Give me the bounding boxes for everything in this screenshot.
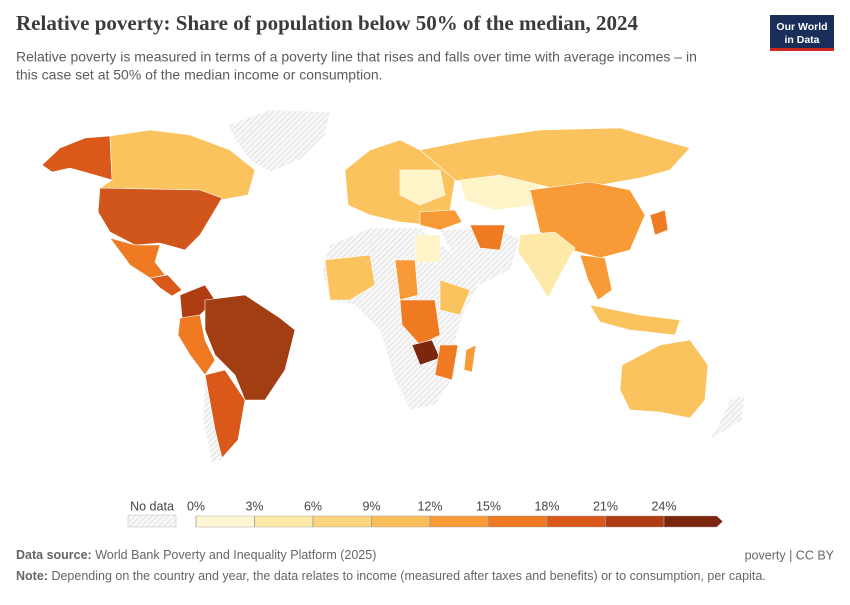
egypt[interactable] (414, 234, 441, 263)
chile[interactable] (202, 374, 223, 463)
ethiopia[interactable] (439, 279, 471, 316)
mozambique[interactable] (434, 344, 459, 381)
note-text: Depending on the country and year, the d… (51, 569, 765, 583)
source: Data source: World Bank Poverty and Ineq… (16, 548, 376, 562)
brazil[interactable] (204, 294, 296, 401)
west-africa[interactable] (324, 254, 376, 301)
title: Relative poverty: Share of population be… (16, 11, 639, 35)
legend-swatch (605, 515, 665, 528)
subtitle: Relative poverty is measured in terms of… (16, 49, 697, 65)
logo-text: Our World (776, 21, 827, 33)
source-label: Data source: (16, 548, 92, 562)
australia[interactable] (619, 339, 709, 419)
usa[interactable] (97, 187, 223, 251)
legend-swatch (195, 515, 255, 528)
world-map (41, 109, 746, 463)
subtitle: this case set at 50% of the median incom… (16, 67, 383, 83)
legend-tick-label: 3% (245, 499, 263, 513)
legend-tick-label: 9% (362, 499, 380, 513)
peru[interactable] (177, 314, 216, 376)
chad[interactable] (394, 259, 419, 301)
logo-text: in Data (784, 34, 819, 46)
legend-tick-label: 6% (304, 499, 322, 513)
japan[interactable] (649, 209, 669, 236)
drc[interactable] (399, 299, 441, 346)
legend-swatch (312, 515, 372, 528)
alaska[interactable] (41, 135, 113, 181)
legend-tick-label: 18% (534, 499, 559, 513)
legend-swatch (429, 515, 489, 528)
logo-underline (770, 48, 834, 51)
logo-box (770, 15, 834, 50)
legend-tick-label: 24% (651, 499, 676, 513)
canada[interactable] (99, 129, 256, 201)
legend-swatch (371, 515, 431, 528)
source-text: World Bank Poverty and Inequality Platfo… (95, 548, 376, 562)
legend-swatch (663, 515, 723, 528)
no-data-label: No data (130, 499, 174, 513)
iran[interactable] (469, 224, 506, 251)
legend-swatch (488, 515, 548, 528)
madagascar[interactable] (463, 344, 477, 373)
turkey[interactable] (419, 209, 463, 231)
legend-tick-label: 15% (476, 499, 501, 513)
legend-tick-label: 12% (417, 499, 442, 513)
central-america[interactable] (149, 274, 183, 297)
southeast-asia[interactable] (579, 254, 613, 301)
note: Note: Depending on the country and year,… (16, 569, 766, 583)
logo[interactable]: Our World in Data (770, 15, 834, 51)
legend-swatch (254, 515, 314, 528)
no-data-swatch (127, 514, 177, 528)
mexico[interactable] (109, 237, 166, 279)
legend-tick-label: 0% (187, 499, 205, 513)
central-europe[interactable] (399, 169, 446, 206)
note-label: Note: (16, 569, 48, 583)
credit[interactable]: poverty | CC BY (745, 548, 835, 562)
greenland[interactable] (227, 109, 331, 173)
legend-tick-label: 21% (593, 499, 618, 513)
india[interactable] (517, 231, 576, 299)
indonesia[interactable] (589, 304, 681, 336)
new-zealand[interactable] (709, 394, 746, 441)
legend-swatch (546, 515, 606, 528)
legend: No data 0% 3% 6% 9% 12% 15% 18% 21% 24% (127, 499, 723, 528)
